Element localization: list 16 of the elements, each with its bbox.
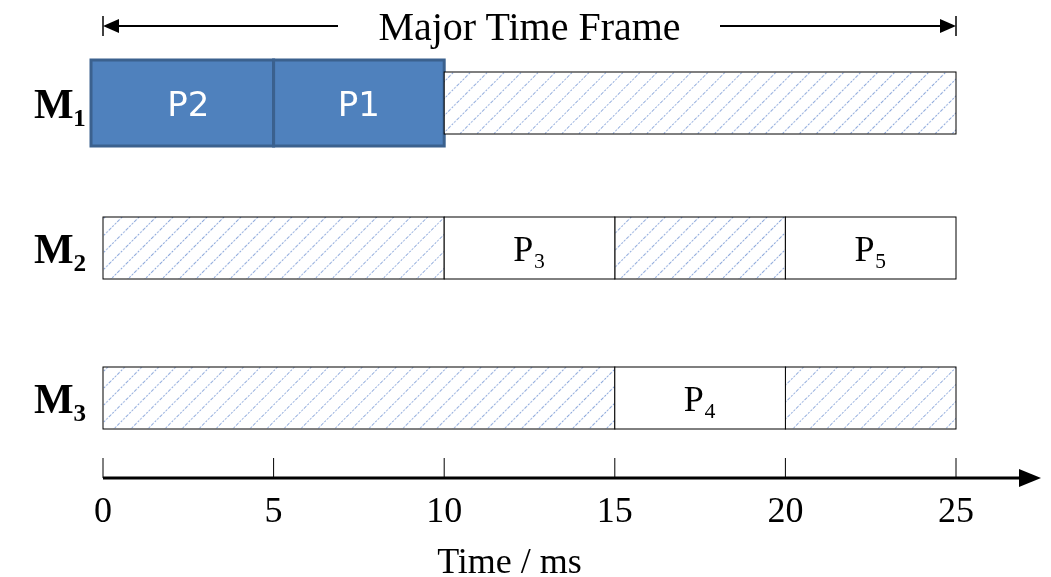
data-label: P₃ (513, 229, 546, 269)
data-label: P2 (167, 84, 210, 124)
data-label: P₅ (854, 229, 887, 269)
chart-title: Major Time Frame (378, 4, 681, 49)
x-tick-label: 5 (264, 490, 283, 530)
x-axis-title: Time / ms (437, 541, 582, 577)
y-tick-label: M₁ (33, 81, 87, 127)
x-tick-label: 15 (596, 490, 633, 530)
x-tick-label: 25 (938, 490, 974, 530)
y-tick-label: M₃ (33, 376, 87, 422)
x-tick-label: 0 (94, 490, 112, 530)
data-label: P1 (337, 84, 380, 124)
x-tick-label: 10 (426, 490, 463, 530)
x-tick-label: 20 (767, 490, 804, 530)
data-label: P₄ (683, 379, 717, 419)
y-tick-label: M₂ (33, 226, 87, 272)
